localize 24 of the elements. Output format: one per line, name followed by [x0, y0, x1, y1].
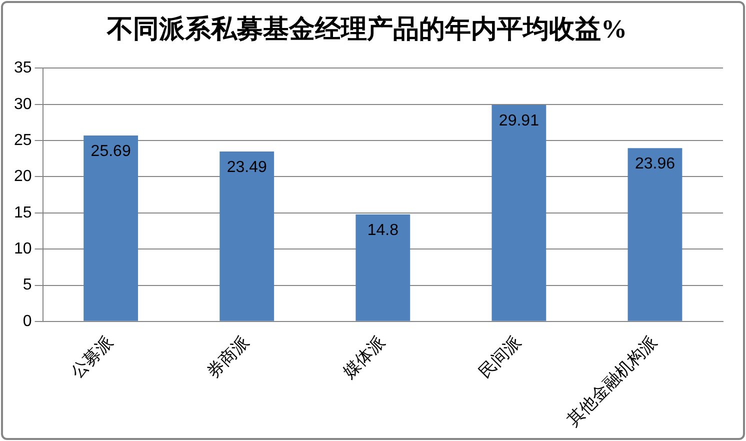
bar: [220, 151, 274, 321]
x-tick-label: 券商派: [203, 332, 254, 382]
data-label: 23.49: [226, 158, 267, 176]
y-tick-label: 15: [14, 204, 32, 222]
data-label: 14.8: [367, 222, 399, 239]
x-tick-label: 民间派: [475, 332, 526, 382]
y-tick-label: 25: [14, 132, 32, 149]
bar: [84, 136, 138, 321]
bar: [628, 148, 682, 321]
y-tick-label: 30: [14, 96, 32, 113]
y-tick-label: 5: [22, 276, 32, 294]
data-label: 25.69: [90, 142, 131, 160]
x-tick-label: 其他金融机构派: [563, 332, 662, 430]
bar: [356, 214, 410, 321]
data-label: 23.96: [634, 155, 676, 172]
chart-title: 不同派系私募基金经理产品的年内平均收益%: [106, 14, 627, 44]
y-tick-label: 10: [14, 240, 32, 258]
y-tick-label: 35: [14, 60, 32, 77]
y-tick-label: 0: [22, 312, 32, 330]
y-tick-label: 20: [14, 168, 32, 186]
x-tick-label: 公募派: [67, 332, 118, 382]
data-label: 29.91: [498, 112, 540, 130]
bar: [492, 105, 546, 321]
x-tick-label: 媒体派: [339, 332, 390, 382]
